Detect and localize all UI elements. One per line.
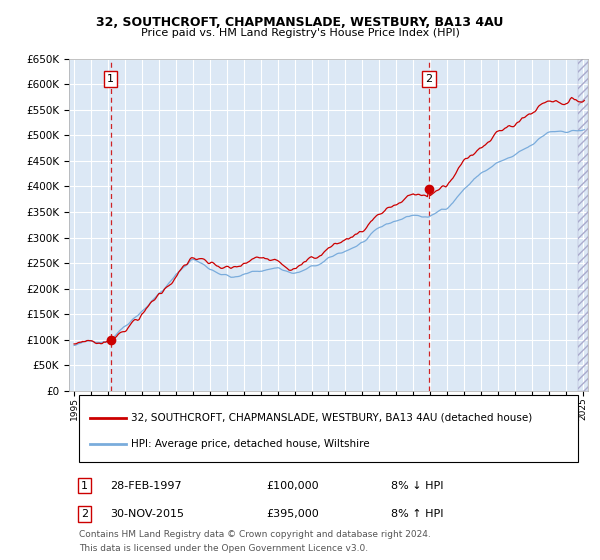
Text: 8% ↑ HPI: 8% ↑ HPI xyxy=(391,509,443,519)
Text: 32, SOUTHCROFT, CHAPMANSLADE, WESTBURY, BA13 4AU (detached house): 32, SOUTHCROFT, CHAPMANSLADE, WESTBURY, … xyxy=(131,413,533,423)
Text: 32, SOUTHCROFT, CHAPMANSLADE, WESTBURY, BA13 4AU: 32, SOUTHCROFT, CHAPMANSLADE, WESTBURY, … xyxy=(97,16,503,29)
Text: Contains HM Land Registry data © Crown copyright and database right 2024.: Contains HM Land Registry data © Crown c… xyxy=(79,530,431,539)
Text: 30-NOV-2015: 30-NOV-2015 xyxy=(110,509,185,519)
Text: 2: 2 xyxy=(81,509,88,519)
Text: 2: 2 xyxy=(425,74,433,83)
Text: 1: 1 xyxy=(81,480,88,491)
Text: This data is licensed under the Open Government Licence v3.0.: This data is licensed under the Open Gov… xyxy=(79,544,368,553)
Text: £395,000: £395,000 xyxy=(266,509,319,519)
Text: Price paid vs. HM Land Registry's House Price Index (HPI): Price paid vs. HM Land Registry's House … xyxy=(140,28,460,38)
Text: 8% ↓ HPI: 8% ↓ HPI xyxy=(391,480,443,491)
Text: HPI: Average price, detached house, Wiltshire: HPI: Average price, detached house, Wilt… xyxy=(131,440,370,450)
Text: 28-FEB-1997: 28-FEB-1997 xyxy=(110,480,182,491)
Text: 1: 1 xyxy=(107,74,114,83)
Text: £100,000: £100,000 xyxy=(266,480,319,491)
